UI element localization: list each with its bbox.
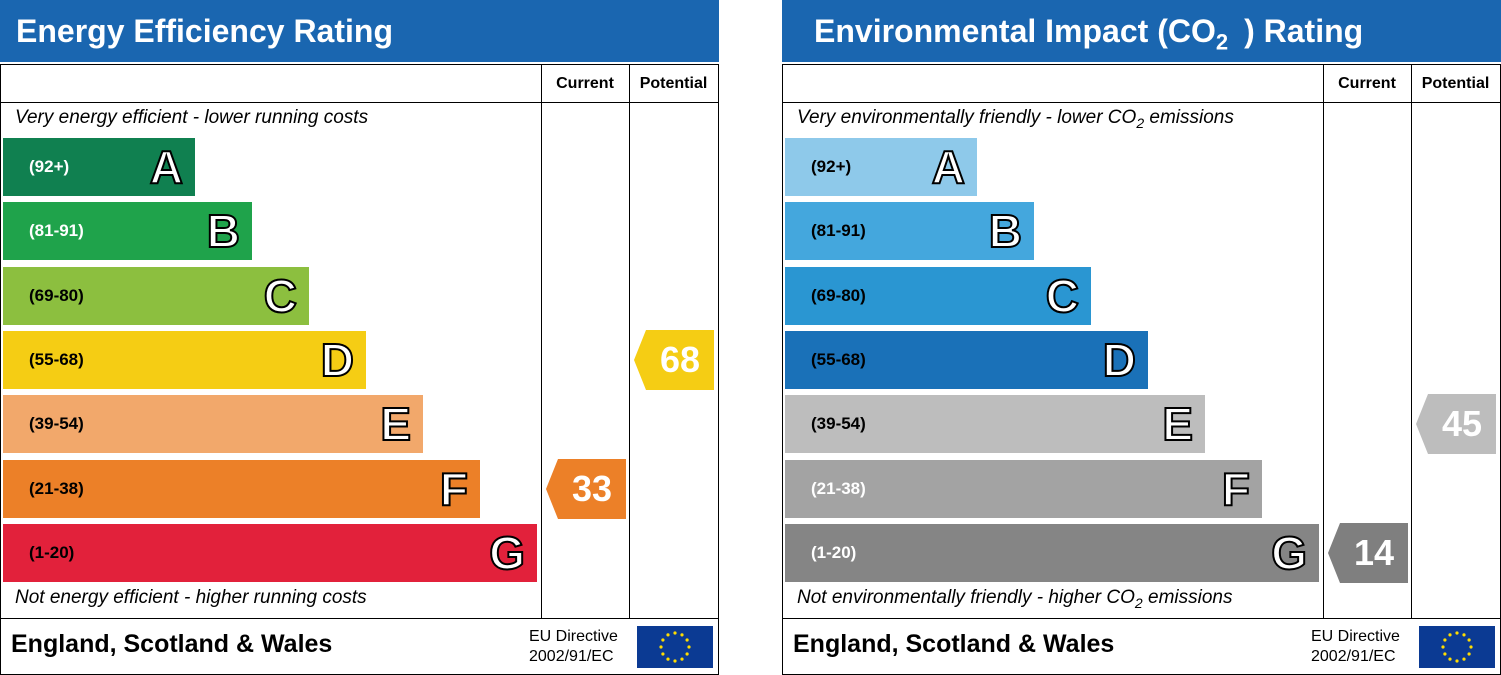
bottom-caption: Not energy efficient - higher running co… [15, 587, 367, 608]
rating-band-g: (1-20) G [3, 523, 537, 582]
rating-band-e: (39-54) E [3, 395, 423, 454]
rating-band-d: (55-68) D [785, 330, 1148, 389]
rating-value: 45 [1441, 403, 1483, 445]
band-letter: B [206, 204, 241, 258]
band-range-label: (81-91) [29, 221, 84, 241]
column-header-current: Current [556, 75, 614, 92]
band-range-label: (21-38) [29, 478, 84, 498]
band-range-label: (39-54) [29, 414, 84, 434]
eu-directive-label: EU Directive 2002/91/EC [1311, 628, 1400, 665]
panel-title: Environmental Impact (CO2) Rating [782, 0, 1501, 62]
potential-rating-pointer: 45 [1416, 394, 1496, 455]
rating-band-a: (92+) A [785, 138, 977, 196]
column-header-potential: Potential [639, 75, 708, 92]
potential-rating-pointer: 68 [634, 329, 714, 390]
eu-flag-icon [1419, 626, 1495, 668]
rating-band-e: (39-54) E [785, 395, 1205, 454]
band-letter: E [1161, 397, 1194, 451]
rating-band-a: (92+) A [3, 138, 195, 196]
country-label: England, Scotland & Wales [11, 630, 333, 658]
rating-band-c: (69-80) C [785, 266, 1091, 325]
rating-band-c: (69-80) C [3, 266, 309, 325]
current-rating-pointer: 33 [546, 458, 626, 519]
column-header-current: Current [1338, 75, 1396, 92]
band-range-label: (69-80) [811, 285, 866, 305]
band-letter: C [1045, 269, 1080, 323]
rating-value: 14 [1353, 531, 1395, 573]
band-range-label: (55-68) [811, 349, 866, 369]
top-caption: Very energy efficient - lower running co… [15, 107, 369, 128]
band-range-label: (39-54) [811, 414, 866, 434]
energy-efficiency-panel: Energy Efficiency Rating Current Potenti… [0, 0, 719, 675]
top-caption: Very environmentally friendly - lower CO… [797, 107, 1234, 131]
column-header-potential: Potential [1421, 75, 1490, 92]
band-range-label: (55-68) [29, 349, 84, 369]
rating-band-f: (21-38) F [785, 459, 1262, 518]
band-range-label: (92+) [29, 157, 70, 176]
rating-band-b: (81-91) B [785, 202, 1034, 261]
band-letter: F [439, 462, 469, 516]
band-letter: F [1221, 462, 1251, 516]
eu-directive-label: EU Directive 2002/91/EC [529, 628, 618, 665]
eu-flag-icon [637, 626, 713, 668]
rating-band-d: (55-68) D [3, 330, 366, 389]
band-letter: A [149, 140, 184, 194]
rating-band-f: (21-38) F [3, 459, 480, 518]
band-range-label: (69-80) [29, 285, 84, 305]
band-letter: A [931, 140, 966, 194]
band-letter: E [379, 397, 412, 451]
band-range-label: (21-38) [811, 478, 866, 498]
band-range-label: (1-20) [29, 542, 75, 562]
rating-band-g: (1-20) G [785, 523, 1319, 582]
current-rating-pointer: 14 [1328, 522, 1408, 583]
country-label: England, Scotland & Wales [793, 630, 1115, 658]
rating-value: 33 [571, 467, 613, 509]
band-letter: D [1102, 333, 1137, 387]
panel-title: Energy Efficiency Rating [0, 0, 719, 62]
band-letter: D [320, 333, 355, 387]
rating-band-b: (81-91) B [3, 202, 252, 261]
environmental-impact-panel: Environmental Impact (CO2) Rating Curren… [782, 0, 1501, 675]
rating-frame: Current Potential Very environmentally f… [782, 64, 1501, 675]
bottom-caption: Not environmentally friendly - higher CO… [797, 587, 1233, 611]
rating-value: 68 [659, 338, 701, 380]
band-letter: B [988, 204, 1023, 258]
band-range-label: (92+) [811, 157, 852, 176]
rating-frame: Current Potential Very energy efficient … [0, 64, 719, 675]
band-letter: G [488, 526, 526, 580]
band-range-label: (1-20) [811, 542, 857, 562]
band-letter: C [263, 269, 298, 323]
band-letter: G [1270, 526, 1308, 580]
band-range-label: (81-91) [811, 221, 866, 241]
